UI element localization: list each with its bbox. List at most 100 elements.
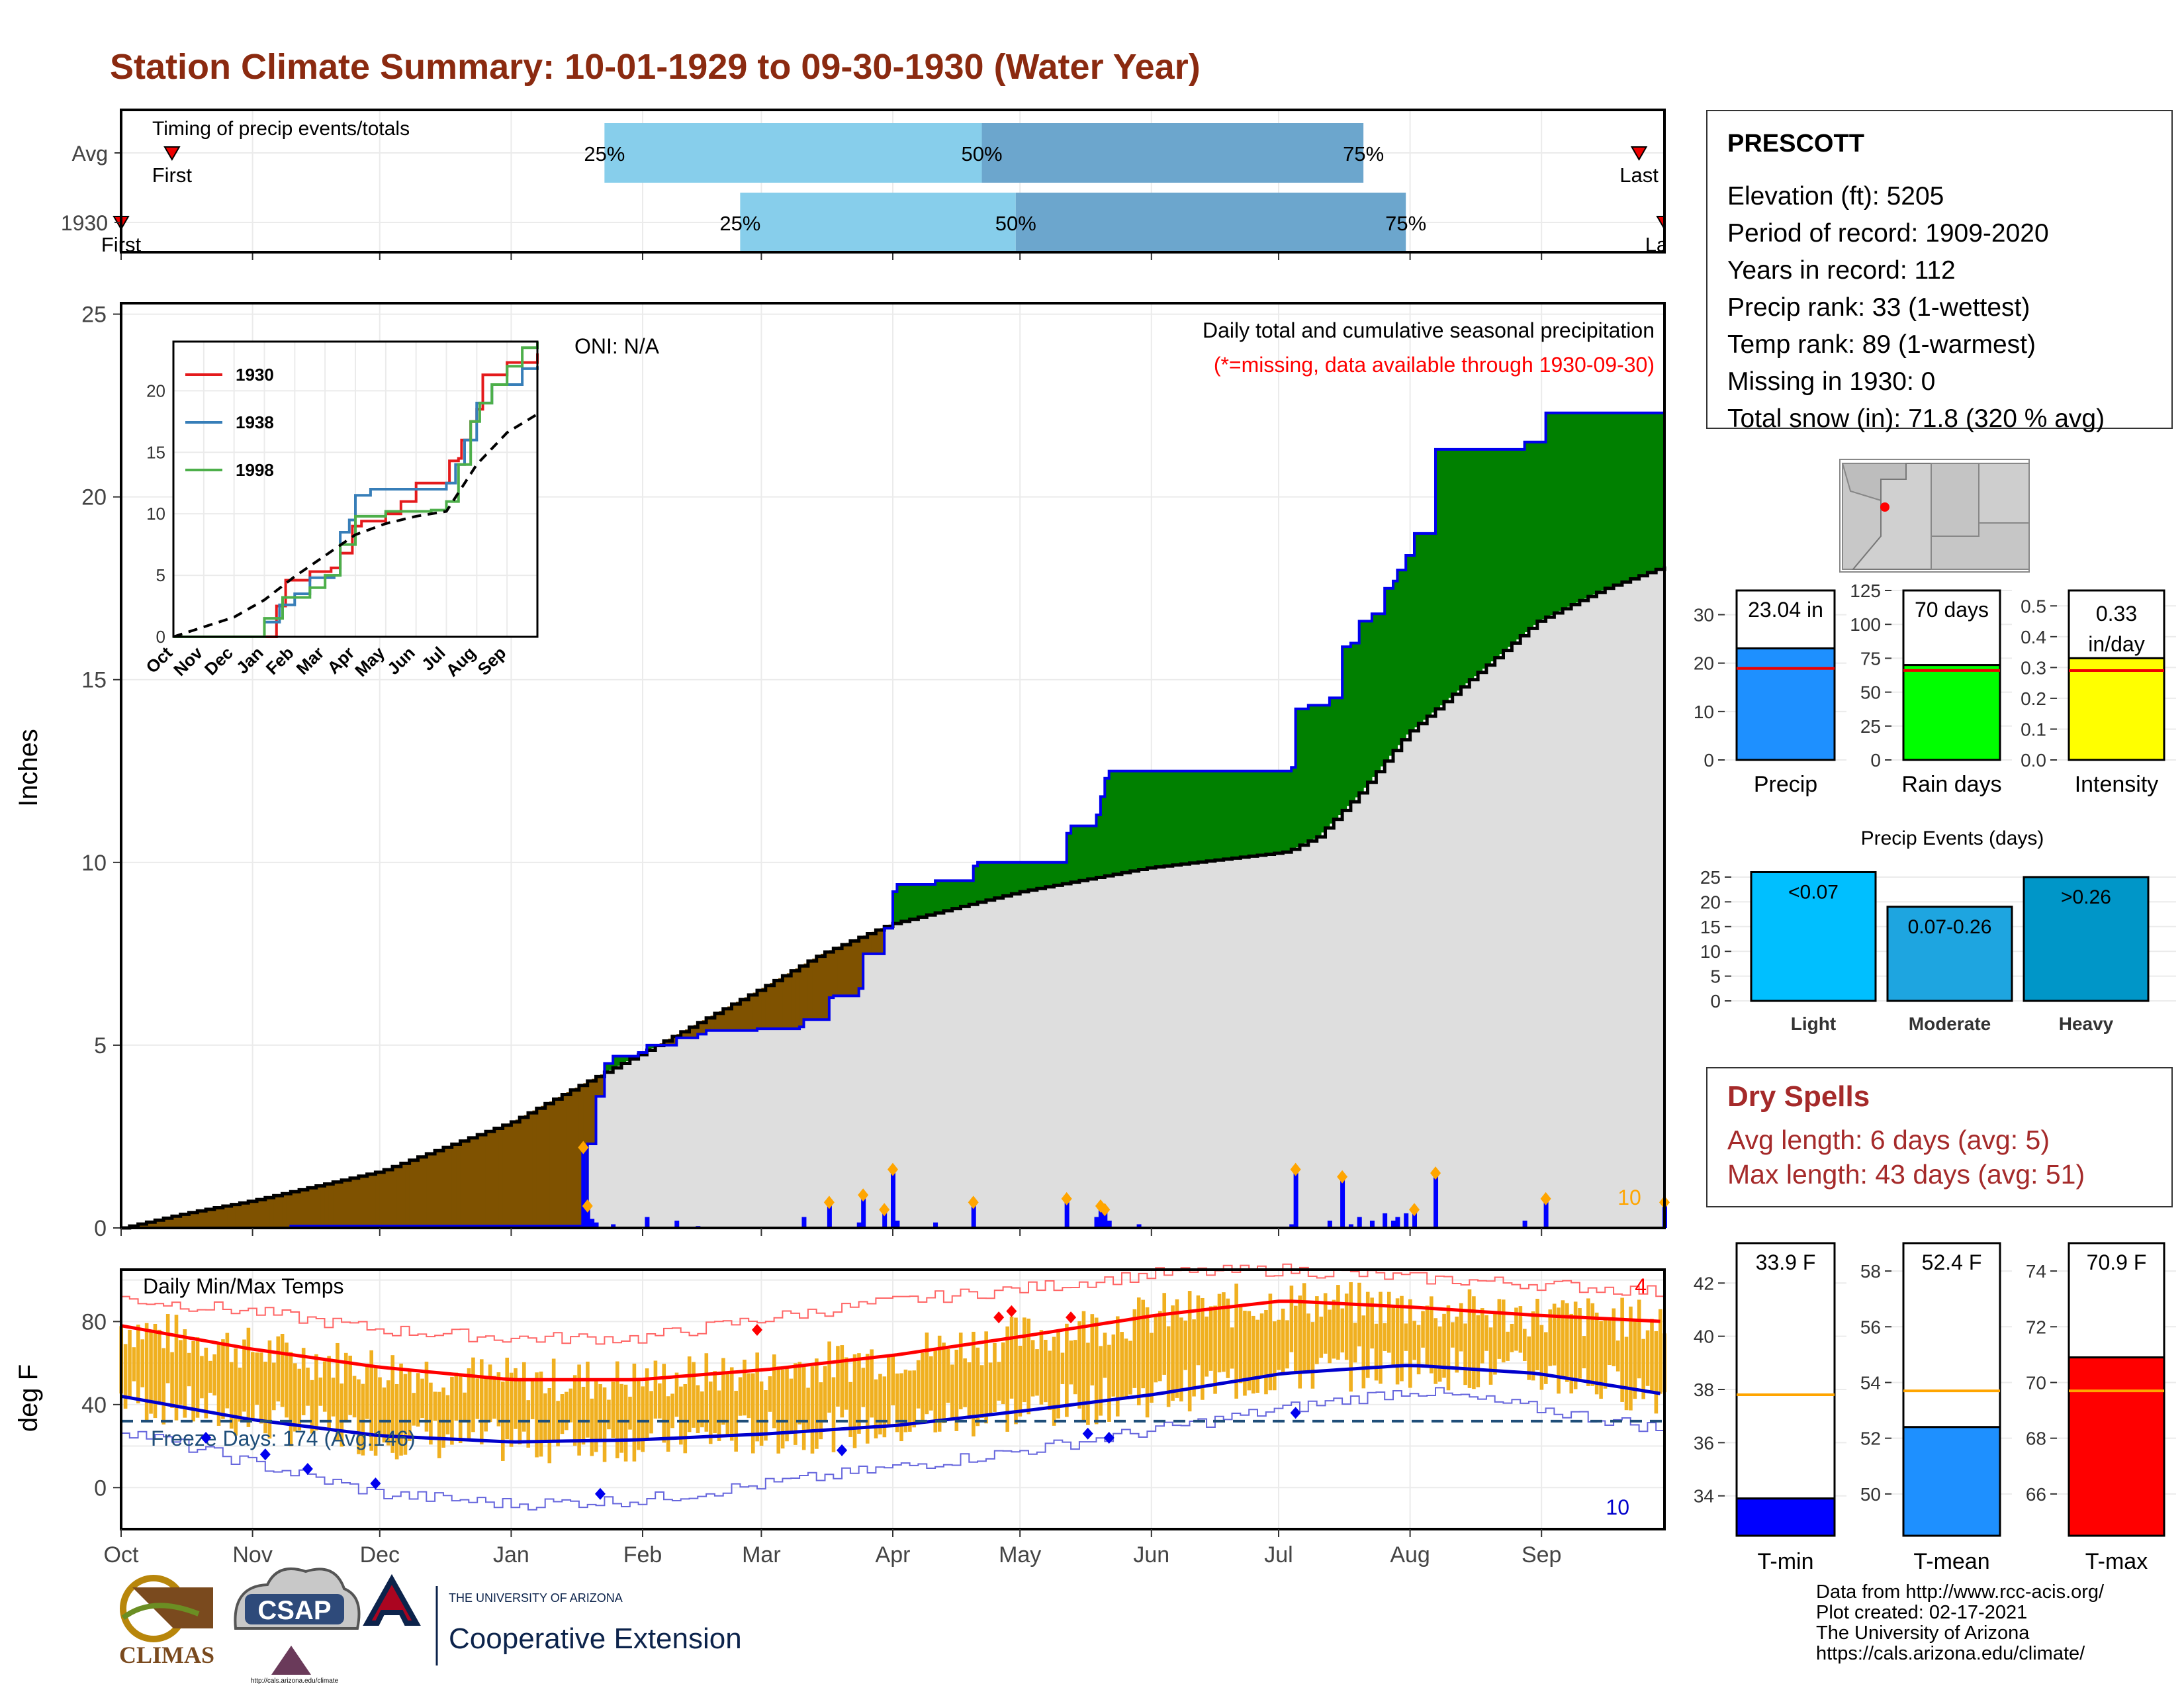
deficit-fill [388,1168,393,1227]
station-missing: Missing in 1930: 0 [1727,367,1936,396]
daily-temp-bar [1226,1298,1230,1378]
daily-temp-bar [1404,1323,1408,1351]
timing-row-label: Avg [71,142,108,165]
daily-temp-bar [729,1367,734,1441]
deficit-fill [439,1149,444,1227]
surplus-fill [1054,862,1059,886]
surplus-fill [1338,698,1343,816]
surplus-fill [1058,862,1063,885]
precip-events-bar [1886,906,2013,1002]
daily-temp-bar [1039,1330,1044,1405]
daily-temp-bar [361,1383,365,1456]
small-chart-ytick-label: 30 [1694,605,1714,626]
surplus-fill [1109,771,1114,875]
daily-temp-bar [1187,1291,1192,1412]
daily-precip-bar [895,1220,900,1228]
daily-precip-bar [1357,1217,1362,1228]
deficit-fill [278,1194,283,1228]
daily-temp-bar [1234,1284,1238,1399]
daily-temp-bar [1586,1298,1590,1386]
daily-temp-bar [1192,1319,1196,1397]
daily-temp-bar [170,1352,174,1408]
daily-temp-bar [954,1349,959,1431]
timing-bar-50-75 [981,123,1364,183]
daily-temp-bar [331,1378,336,1417]
daily-temp-bar [496,1372,501,1427]
surplus-fill [1461,449,1466,687]
daily-temp-bar [1162,1293,1167,1375]
deficit-fill [218,1207,224,1228]
deficit-fill [426,1153,432,1227]
daily-temp-bar [717,1390,721,1441]
deficit-fill [570,1090,576,1227]
daily-temp-bar [144,1323,149,1421]
surplus-fill [1083,825,1089,880]
surplus-fill [1151,771,1156,868]
daily-temp-bar [187,1352,191,1387]
temps-xtick-label: Dec [360,1542,400,1568]
daily-temp-bar [865,1354,870,1444]
ua-block-a-logo [363,1573,421,1626]
surplus-fill [1567,412,1572,607]
surplus-fill [651,1045,656,1049]
surplus-fill [1134,771,1140,870]
record-min-line [121,1387,1665,1511]
daily-temp-bar [870,1349,874,1418]
daily-temp-bar [1145,1307,1150,1418]
daily-temp-bar [950,1364,954,1419]
temps-xtick-label: May [999,1542,1041,1568]
daily-temp-bar [653,1360,658,1419]
daily-temp-bar [492,1376,496,1419]
daily-temp-bar [161,1348,166,1425]
daily-temp-bar [658,1383,662,1419]
daily-temp-bar [488,1364,492,1423]
surplus-fill [931,884,936,914]
surplus-fill [1643,412,1648,575]
surplus-fill [1015,862,1021,893]
surplus-fill [1524,442,1529,632]
record-low-marker [1103,1432,1115,1444]
daily-temp-bar [674,1372,679,1417]
daily-precip-bar [594,1222,599,1228]
deficit-fill [723,1008,728,1031]
daily-temp-bar [208,1360,212,1393]
deficit-fill [600,1074,605,1097]
daily-precip-bar [1094,1217,1099,1228]
small-chart-ytick-label: 42 [1694,1273,1714,1293]
daily-precip-bar [1064,1198,1069,1228]
surplus-fill [1541,442,1547,620]
daily-temp-bar [1179,1317,1183,1402]
precip-ylabel: Inches [14,729,43,807]
daily-temp-bar [1090,1314,1095,1385]
daily-temp-bar [823,1366,827,1423]
deficit-fill [422,1155,427,1227]
daily-temp-bar [683,1383,688,1454]
deficit-fill [193,1211,198,1228]
deficit-fill [786,973,792,1029]
daily-temp-bar [471,1357,475,1432]
daily-temp-bar [1493,1312,1497,1375]
surplus-fill [1367,621,1373,782]
daily-temp-bar [1603,1319,1608,1389]
surplus-fill [1228,771,1233,859]
surplus-fill [1168,771,1173,866]
small-chart-ytick-label: 125 [1850,581,1881,601]
daily-temp-bar [1569,1313,1574,1394]
normal-cumulative-fill [121,566,1664,1228]
daily-temp-bar [946,1349,950,1403]
daily-temp-bar [937,1335,942,1432]
daily-temp-bar [1425,1305,1430,1366]
daily-temp-bar [280,1334,285,1407]
deficit-fill [176,1215,181,1228]
deficit-fill [295,1190,300,1227]
deficit-fill [727,1006,733,1031]
surplus-fill [1062,862,1068,884]
surplus-fill [1261,771,1267,855]
daily-temp-bar [149,1331,153,1414]
precip-events-category: Moderate [1909,1013,1991,1034]
daily-event-marker [578,1141,589,1154]
inset-legend-label: 1938 [236,412,274,432]
daily-temp-bar [289,1352,293,1446]
deficit-fill [430,1152,435,1227]
deficit-fill [710,1015,715,1031]
